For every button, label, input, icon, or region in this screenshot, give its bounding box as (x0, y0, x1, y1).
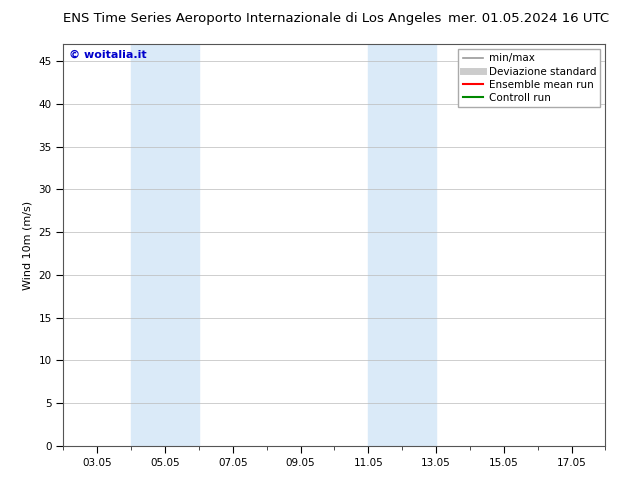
Bar (368, 44, 436, 446)
Legend: min/max, Deviazione standard, Ensemble mean run, Controll run: min/max, Deviazione standard, Ensemble m… (458, 49, 600, 107)
Bar (131, 44, 199, 446)
Text: © woitalia.it: © woitalia.it (69, 50, 146, 60)
Text: ENS Time Series Aeroporto Internazionale di Los Angeles: ENS Time Series Aeroporto Internazionale… (63, 12, 442, 25)
Text: mer. 01.05.2024 16 UTC: mer. 01.05.2024 16 UTC (448, 12, 609, 25)
Y-axis label: Wind 10m (m/s): Wind 10m (m/s) (23, 200, 33, 290)
